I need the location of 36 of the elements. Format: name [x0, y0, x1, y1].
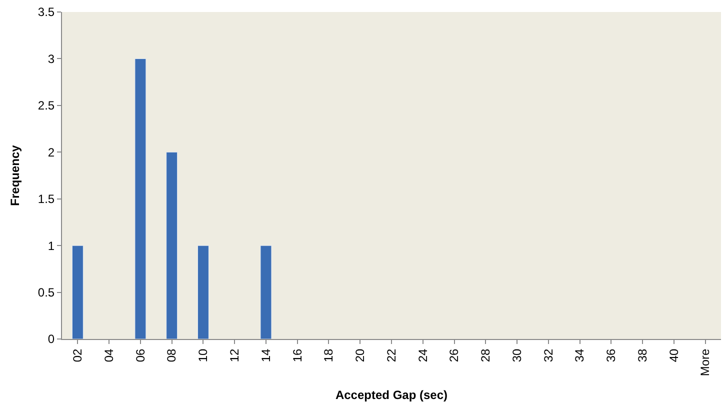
x-tick-label: 16: [290, 348, 304, 362]
x-tick-label: 12: [228, 348, 242, 362]
x-tick-label: 30: [510, 348, 524, 362]
x-tick-label: 40: [666, 348, 681, 362]
x-tick-label: 38: [635, 348, 650, 362]
x-tick-label: 04: [102, 348, 116, 362]
x-tick-label: 24: [416, 348, 430, 362]
y-tick-label: 3: [48, 52, 55, 66]
y-axis-title: Frequency: [8, 144, 22, 206]
bar: [197, 245, 209, 339]
x-tick-label: 22: [384, 348, 398, 362]
x-tick-label: 10: [196, 348, 210, 362]
bar: [260, 245, 272, 339]
x-tick-label: 08: [164, 348, 179, 362]
y-tick-label: 2.5: [38, 98, 55, 113]
y-tick-label: 3.5: [38, 5, 55, 20]
x-tick-label: 14: [258, 348, 273, 362]
bar: [134, 58, 146, 339]
x-tick-label: 32: [541, 348, 556, 362]
y-tick-label: 0.5: [38, 285, 55, 300]
x-tick-label: 34: [572, 348, 587, 362]
x-tick-label: 18: [322, 348, 336, 362]
x-axis-title: Accepted Gap (sec): [335, 388, 448, 402]
x-tick-label: 20: [353, 348, 368, 362]
y-tick-label: 1.5: [38, 192, 55, 206]
y-tick-label: 2: [48, 145, 55, 160]
x-tick-label: More: [698, 348, 712, 376]
x-tick-label: 36: [604, 348, 618, 362]
x-tick-label: 06: [133, 348, 148, 362]
x-tick-label: 02: [70, 348, 85, 362]
x-tick-label: 28: [478, 348, 493, 362]
x-tick-label: 26: [447, 348, 462, 362]
y-tick-label: 1: [48, 238, 55, 253]
y-tick-label: 0: [48, 332, 55, 346]
bar: [72, 245, 84, 339]
bar: [166, 152, 178, 339]
